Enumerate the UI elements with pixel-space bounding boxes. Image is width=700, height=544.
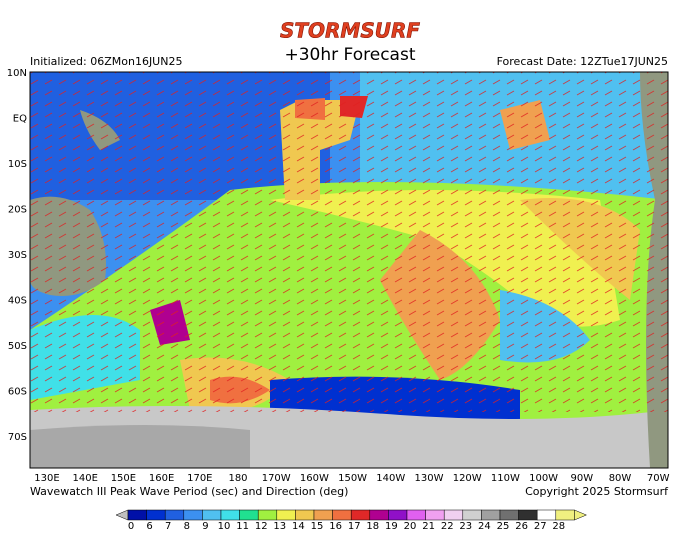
colorbar-swatch (295, 509, 315, 521)
colorbar-label: 15 (311, 521, 324, 532)
colorbar-label: 13 (273, 521, 286, 532)
colorbar-swatch (406, 509, 426, 521)
lon-label: 160E (149, 473, 174, 484)
colorbar-label: 16 (329, 521, 342, 532)
colorbar-swatch (518, 509, 538, 521)
colorbar-swatch (257, 509, 278, 521)
description: Wavewatch III Peak Wave Period (sec) and… (30, 485, 348, 498)
lon-label: 150E (111, 473, 136, 484)
colorbar-swatch (313, 509, 333, 521)
lon-label: 130E (34, 473, 59, 484)
colorbar-label: 21 (422, 521, 435, 532)
lat-label: 70S (8, 432, 27, 443)
colorbar-label: 17 (348, 521, 361, 532)
colorbar-swatch (555, 509, 575, 521)
colorbar-label: 24 (478, 521, 491, 532)
colorbar-swatch (239, 509, 259, 521)
map-frame (29, 71, 669, 469)
colorbar-label: 28 (552, 521, 565, 532)
colorbar-label: 10 (218, 521, 231, 532)
colorbar-label: 27 (534, 521, 547, 532)
colorbar-arrow (115, 509, 129, 521)
lat-label: 30S (8, 250, 27, 261)
colorbar-swatch (481, 509, 501, 521)
colorbar-swatch (369, 509, 389, 521)
colorbar-label: 26 (515, 521, 528, 532)
lon-label: 180 (228, 473, 247, 484)
colorbar-label: 25 (497, 521, 510, 532)
colorbar-swatch (332, 509, 352, 521)
colorbar-swatch (164, 509, 185, 521)
colorbar-swatch (276, 509, 296, 521)
initialized: Initialized: 06ZMon16JUN25 (30, 55, 182, 68)
colorbar-swatch (220, 509, 240, 521)
colorbar-swatch (462, 509, 482, 521)
lon-label: 160W (300, 473, 329, 484)
copyright: Copyright 2025 Stormsurf (525, 485, 669, 498)
colorbar-label: 6 (146, 521, 152, 532)
colorbar-label: 20 (404, 521, 417, 532)
colorbar-label: 9 (202, 521, 208, 532)
lon-label: 140W (376, 473, 405, 484)
lon-label: 120W (453, 473, 482, 484)
colorbar-swatch (388, 509, 408, 521)
colorbar-swatch (536, 509, 557, 521)
colorbar-label: 14 (292, 521, 305, 532)
lon-label: 170W (262, 473, 291, 484)
colorbar-swatch (202, 509, 222, 521)
colorbar-swatch (425, 509, 445, 521)
map (30, 72, 668, 468)
colorbar-label: 8 (184, 521, 190, 532)
forecast-date: Forecast Date: 12ZTue17JUN25 (497, 55, 668, 68)
lat-label: EQ (13, 114, 27, 125)
colorbar-swatch (146, 509, 166, 521)
lon-label: 110W (491, 473, 520, 484)
lon-label: 90W (570, 473, 593, 484)
lat-label: 20S (8, 205, 27, 216)
logo: STORMSURF (280, 19, 420, 43)
lat-label: 40S (8, 296, 27, 307)
colorbar-arrow (574, 509, 588, 521)
lon-label: 140E (72, 473, 97, 484)
colorbar-swatch (127, 509, 147, 521)
colorbar-swatch (499, 509, 519, 521)
lon-label: 170E (187, 473, 212, 484)
lat-label: 50S (8, 341, 27, 352)
lon-label: 100W (529, 473, 558, 484)
lat-label: 10S (8, 159, 27, 170)
lon-label: 80W (609, 473, 632, 484)
colorbar-label: 11 (236, 521, 249, 532)
lon-label: 150W (338, 473, 367, 484)
colorbar-label: 22 (441, 521, 454, 532)
colorbar-swatch (183, 509, 203, 521)
colorbar-label: 23 (459, 521, 472, 532)
colorbar-label: 12 (255, 521, 268, 532)
colorbar-label: 19 (385, 521, 398, 532)
lat-label: 60S (8, 387, 27, 398)
colorbar-label: 0 (128, 521, 134, 532)
colorbar-swatch (443, 509, 464, 521)
lat-label: 10N (7, 68, 27, 79)
title: +30hr Forecast (285, 45, 416, 65)
colorbar-label: 18 (366, 521, 379, 532)
colorbar-swatch (350, 509, 371, 521)
colorbar-label: 7 (165, 521, 171, 532)
lon-label: 130W (415, 473, 444, 484)
lon-label: 70W (647, 473, 670, 484)
